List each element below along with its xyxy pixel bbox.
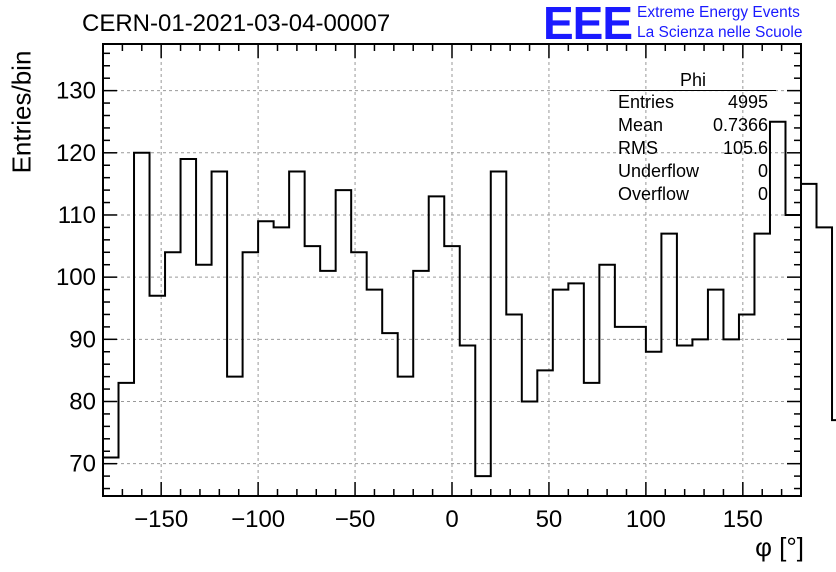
histogram-bin — [677, 346, 693, 496]
histogram-bin — [243, 252, 259, 496]
stats-value: 0.7366 — [712, 115, 768, 135]
histogram-bin — [646, 352, 662, 496]
y-tick-label: 70 — [69, 451, 96, 478]
stats-label: Overflow — [618, 184, 690, 204]
histogram-bin — [119, 383, 135, 496]
histogram-bin — [568, 283, 584, 496]
x-tick-label: −100 — [231, 506, 285, 533]
histogram-bin — [134, 153, 150, 496]
axis-ticks — [103, 44, 801, 496]
logo-subtitle-2: La Scienza nelle Scuole — [637, 24, 803, 41]
stats-value: 0 — [757, 184, 768, 204]
histogram-bin — [289, 171, 305, 496]
y-tick-label: 130 — [56, 78, 96, 105]
stats-label: Underflow — [618, 161, 700, 181]
stats-row-overflow: Overflow 0 — [610, 183, 776, 206]
stats-label: Mean — [618, 115, 664, 135]
stats-row-entries: Entries 4995 — [610, 91, 776, 114]
stats-row-mean: Mean 0.7366 — [610, 114, 776, 137]
x-tick-labels: −150 −100 −50 0 50 100 150 — [134, 506, 763, 533]
histogram-bin — [165, 252, 181, 496]
y-axis-label: Entries/bin — [6, 50, 37, 174]
histogram-bin — [398, 377, 414, 496]
histogram-bin — [522, 401, 538, 496]
histogram-bin — [506, 314, 522, 496]
histogram-bin — [615, 327, 631, 496]
histogram-bin — [320, 271, 336, 496]
histogram-bin — [475, 476, 491, 496]
histogram-bin — [150, 296, 166, 496]
histogram-bin — [212, 171, 228, 496]
y-tick-label: 110 — [58, 202, 96, 229]
x-axis-label: φ [°] — [755, 532, 804, 562]
eee-logo: EEE — [543, 0, 633, 49]
histogram-bin — [739, 314, 755, 496]
histogram-bin — [723, 339, 739, 496]
histogram-bin — [553, 290, 569, 496]
histogram-bin — [630, 327, 646, 496]
y-tick-labels: 70 80 90 100 110 120 130 — [56, 78, 96, 478]
histogram-bin — [785, 215, 801, 496]
plot-frame — [102, 43, 802, 497]
histogram-bin — [817, 227, 833, 496]
stats-value: 0 — [757, 161, 768, 181]
run-title: CERN-01-2021-03-04-00007 — [82, 10, 391, 37]
stats-title: Phi — [610, 70, 776, 91]
stats-label: Entries — [618, 92, 675, 112]
grid-lines — [103, 44, 801, 496]
histogram-bin — [692, 339, 708, 496]
stats-value: 4995 — [727, 92, 768, 112]
histogram-bin — [196, 265, 212, 496]
histogram-bin — [460, 346, 476, 496]
histogram-bin — [754, 234, 770, 496]
histogram-bin — [801, 184, 817, 496]
histogram-bin — [429, 196, 445, 496]
x-tick-label: −150 — [134, 506, 188, 533]
histogram-bin — [382, 333, 398, 496]
histogram-bin — [599, 265, 615, 496]
x-tick-label: 100 — [626, 506, 666, 533]
histogram-bin — [537, 370, 553, 496]
x-tick-label: 150 — [723, 506, 763, 533]
x-tick-label: 50 — [536, 506, 563, 533]
histogram-outline — [103, 120, 836, 478]
histogram-bin — [351, 252, 367, 496]
histogram-bin — [181, 159, 197, 496]
stats-label: RMS — [618, 138, 658, 158]
y-tick-label: 120 — [56, 140, 96, 167]
stats-row-rms: RMS 105.6 — [610, 137, 776, 160]
stats-row-underflow: Underflow 0 — [610, 160, 776, 183]
histogram-bin — [305, 246, 321, 496]
histogram-bin — [413, 271, 429, 496]
y-tick-label: 80 — [69, 388, 96, 415]
y-tick-label: 100 — [56, 264, 96, 291]
x-tick-label: 0 — [445, 506, 458, 533]
x-tick-label: −50 — [335, 506, 376, 533]
histogram-bin — [491, 171, 507, 496]
stats-value: 105.6 — [722, 138, 768, 158]
histogram-bin — [258, 221, 274, 496]
histogram-bin — [274, 227, 290, 496]
histogram-bin — [336, 190, 352, 496]
histogram-bin — [832, 420, 836, 496]
y-tick-label: 90 — [69, 326, 96, 353]
histogram-bin — [367, 290, 383, 496]
logo-subtitle-1: Extreme Energy Events — [637, 4, 800, 21]
histogram-bin — [584, 383, 600, 496]
histogram-bin — [708, 290, 724, 496]
histogram-bin — [227, 377, 243, 496]
y-axis-label-wrap: Entries/bin — [2, 42, 42, 182]
stats-box: Phi Entries 4995 Mean 0.7366 RMS 105.6 U… — [610, 70, 776, 206]
histogram-bin — [661, 234, 677, 496]
